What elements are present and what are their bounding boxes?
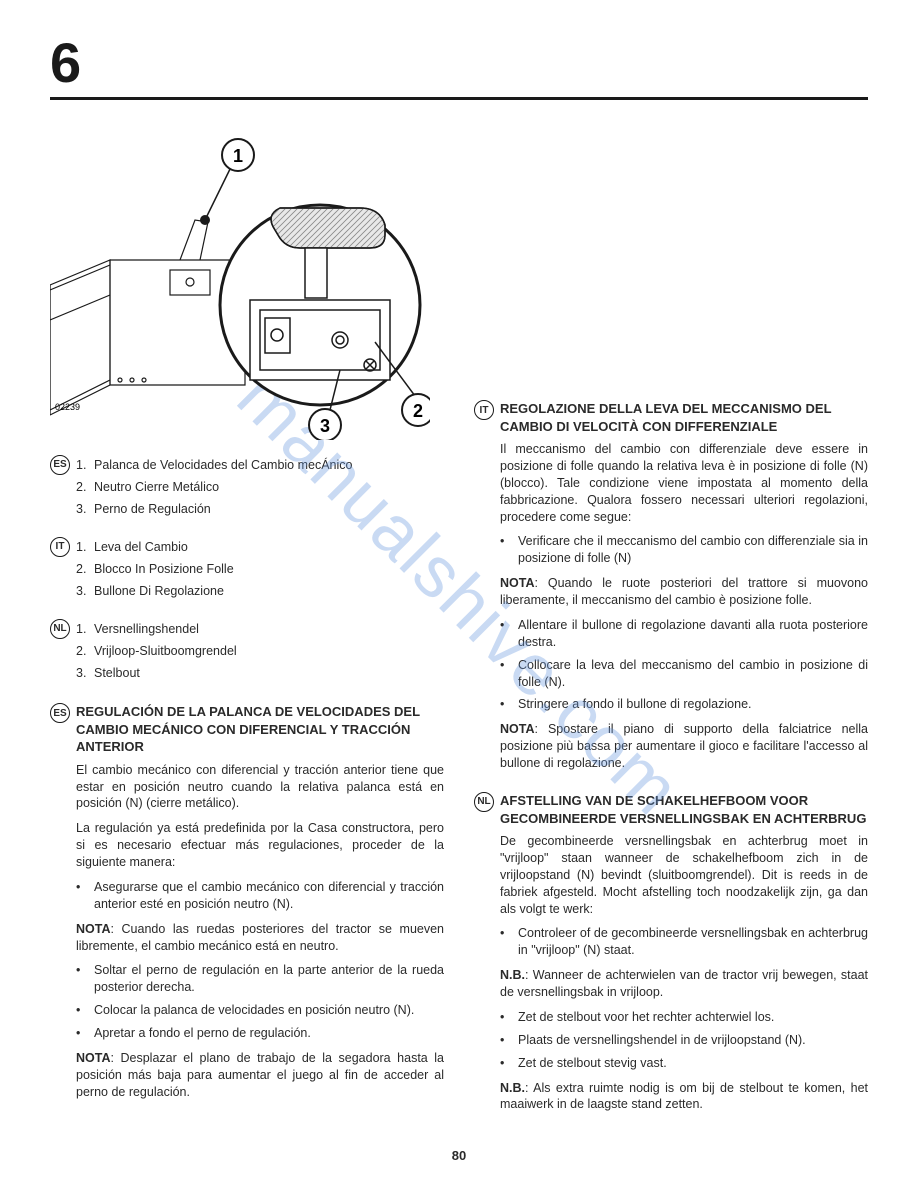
bullet: Zet de stelbout stevig vast.: [518, 1055, 868, 1072]
bullet: Soltar el perno de regulación en la part…: [94, 962, 444, 996]
lang-badge-it: IT: [474, 400, 494, 420]
legend-es: ES 1. Palanca de Velocidades del Cambio …: [50, 455, 444, 519]
paragraph: El cambio mecánico con diferencial y tra…: [76, 762, 444, 813]
legend-text: Neutro Cierre Metálico: [94, 477, 444, 497]
bullet: Asegurarse que el cambio mecánico con di…: [94, 879, 444, 913]
section-title: REGULACIÓN DE LA PALANCA DE VELOCIDADES …: [76, 703, 444, 756]
legend-text: Blocco In Posizione Folle: [94, 559, 444, 579]
bullet: Allentare il bullone di regolazione dava…: [518, 617, 868, 651]
legend-num: 1.: [76, 619, 94, 639]
bullet: Apretar a fondo el perno de regulación.: [94, 1025, 444, 1042]
note: NOTA: Desplazar el plano de trabajo de l…: [76, 1050, 444, 1101]
note: NOTA: Spostare il piano di supporto dell…: [500, 721, 868, 772]
bullet: Controleer of de gecombineerde versnelli…: [518, 925, 868, 959]
legend-num: 3.: [76, 499, 94, 519]
technical-diagram: 1 2 3 02239: [50, 120, 430, 440]
legend-num: 1.: [76, 537, 94, 557]
bullet: Zet de stelbout voor het rechter achterw…: [518, 1009, 868, 1026]
lang-badge-nl: NL: [50, 619, 70, 639]
right-column: IT REGOLAZIONE DELLA LEVA DEL MECCANISMO…: [474, 120, 868, 1121]
diagram-svg: 1 2 3 02239: [50, 120, 430, 440]
legend-num: 2.: [76, 477, 94, 497]
paragraph: Il meccanismo del cambio con differenzia…: [500, 441, 868, 525]
callout-1: 1: [233, 146, 243, 166]
legend-text: Perno de Regulación: [94, 499, 444, 519]
legend-num: 3.: [76, 581, 94, 601]
bullet: Collocare la leva del meccanismo del cam…: [518, 657, 868, 691]
bullet: Verificare che il meccanismo del cambio …: [518, 533, 868, 567]
lang-badge-nl: NL: [474, 792, 494, 812]
diagram-ref: 02239: [55, 402, 80, 412]
legend-num: 1.: [76, 455, 94, 475]
legend-text: Palanca de Velocidades del Cambio mecÁni…: [94, 455, 444, 475]
legend-text: Vrijloop-Sluitboomgrendel: [94, 641, 444, 661]
bullet: Colocar la palanca de velocidades en pos…: [94, 1002, 444, 1019]
legend-text: Stelbout: [94, 663, 444, 683]
lang-badge-it: IT: [50, 537, 70, 557]
bullet: Stringere a fondo il bullone di regolazi…: [518, 696, 868, 713]
section-title: AFSTELLING VAN DE SCHAKELHEFBOOM VOOR GE…: [500, 792, 868, 827]
content-area: 1 2 3 02239 ES 1. Palanca de Velocidades…: [50, 120, 868, 1121]
section-title: REGOLAZIONE DELLA LEVA DEL MECCANISMO DE…: [500, 400, 868, 435]
lang-badge-es: ES: [50, 703, 70, 723]
chapter-number: 6: [50, 30, 868, 95]
section-es: ES REGULACIÓN DE LA PALANCA DE VELOCIDAD…: [50, 703, 444, 1101]
page-number: 80: [452, 1148, 466, 1163]
section-it: IT REGOLAZIONE DELLA LEVA DEL MECCANISMO…: [474, 400, 868, 772]
legend-num: 3.: [76, 663, 94, 683]
legend-text: Versnellingshendel: [94, 619, 444, 639]
divider: [50, 97, 868, 100]
lang-badge-es: ES: [50, 455, 70, 475]
legend-num: 2.: [76, 559, 94, 579]
note: NOTA: Cuando las ruedas posteriores del …: [76, 921, 444, 955]
note: N.B.: Wanneer de achterwielen van de tra…: [500, 967, 868, 1001]
note: NOTA: Quando le ruote posteriori del tra…: [500, 575, 868, 609]
paragraph: La regulación ya está predefinida por la…: [76, 820, 444, 871]
legend-it: IT 1. Leva del Cambio 2. Blocco In Posiz…: [50, 537, 444, 601]
callout-2: 2: [413, 401, 423, 421]
legend-text: Leva del Cambio: [94, 537, 444, 557]
bullet: Plaats de versnellingshendel in de vrijl…: [518, 1032, 868, 1049]
note: N.B.: Als extra ruimte nodig is om bij d…: [500, 1080, 868, 1114]
legend-text: Bullone Di Regolazione: [94, 581, 444, 601]
legend-num: 2.: [76, 641, 94, 661]
section-nl: NL AFSTELLING VAN DE SCHAKELHEFBOOM VOOR…: [474, 792, 868, 1113]
left-column: 1 2 3 02239 ES 1. Palanca de Velocidades…: [50, 120, 444, 1121]
legend-nl: NL 1. Versnellingshendel 2. Vrijloop-Slu…: [50, 619, 444, 683]
callout-3: 3: [320, 416, 330, 436]
paragraph: De gecombineerde versnellingsbak en acht…: [500, 833, 868, 917]
